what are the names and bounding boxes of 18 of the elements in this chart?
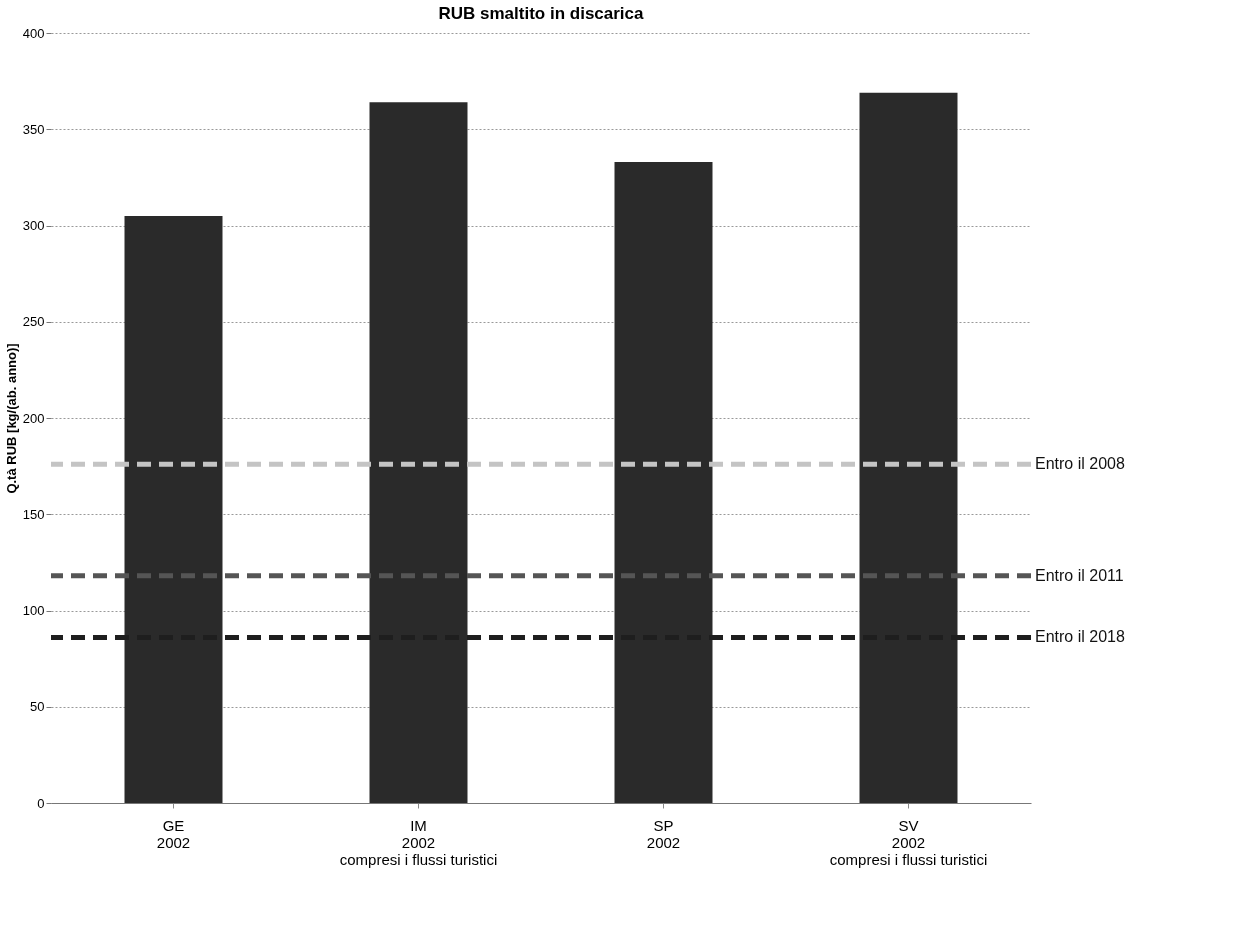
ref-line-label: Entro il 2018: [1035, 628, 1125, 646]
y-tick-label: 0: [37, 795, 45, 811]
y-tick-label: 400: [22, 25, 45, 41]
y-tick-label: 250: [22, 314, 45, 330]
y-tick-label: 50: [30, 699, 45, 715]
y-tick-label: 200: [22, 410, 45, 426]
ref-line-label: Entro il 2011: [1035, 566, 1124, 584]
y-tick-label: 300: [22, 218, 45, 233]
ref-line-label: Entro il 2008: [1035, 455, 1125, 473]
x-tick-label: SV 2002 compresi i flussi turistici: [829, 816, 988, 868]
x-tick-label: IM 2002 compresi i flussi turistici: [339, 816, 498, 868]
x-tick-label: GE 2002: [156, 816, 191, 851]
y-tick-label: 350: [22, 121, 45, 137]
y-axis-title: Q.tà RUB [kg/(ab. anno)]: [3, 343, 19, 494]
y-tick-label: 100: [22, 603, 45, 618]
chart-title: RUB smaltito in discarica: [438, 4, 645, 23]
y-tick-label: 150: [22, 506, 45, 522]
x-tick-label: SP 2002: [646, 816, 681, 851]
